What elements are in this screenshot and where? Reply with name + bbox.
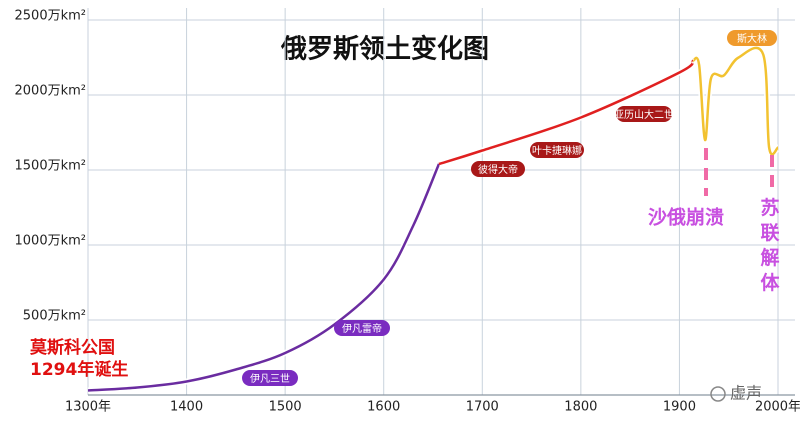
annotation-badge [727, 30, 777, 46]
x-tick-label: 1600 [367, 400, 400, 415]
annotation-char: 联 [760, 222, 779, 244]
annotation-text: 沙俄崩溃 [648, 206, 724, 229]
annotation-label: 叶卡捷琳娜 [532, 144, 582, 157]
x-tick-label: 1500 [269, 400, 302, 415]
watermark: 虚声 [730, 384, 762, 403]
annotation-badge [471, 161, 525, 177]
annotation-label: 亚历山大二世 [614, 108, 674, 121]
x-tick-label: 1700 [466, 400, 499, 415]
annotation-badge [242, 370, 298, 386]
annotation-label: 伊凡三世 [250, 373, 290, 385]
watermark-icon [710, 386, 726, 402]
x-tick-label: 1800 [564, 400, 597, 415]
annotation-badge [530, 142, 584, 158]
annotation-text: 苏联解体 [760, 196, 780, 294]
y-tick-label: 2000万km² [15, 84, 87, 99]
annotation-text: 莫斯科公国 [29, 337, 115, 358]
y-tick-label: 1500万km² [15, 159, 87, 174]
annotation-badge [334, 320, 390, 336]
chart-title: 俄罗斯领土变化图 [280, 34, 489, 65]
grid [87, 8, 795, 395]
y-tick-label: 500万km² [23, 309, 86, 324]
annotation-text: 1294年诞生 [30, 359, 128, 380]
annotation-badge [616, 106, 672, 122]
annotation-label: 斯大林 [737, 32, 767, 45]
series-line [87, 163, 441, 392]
y-tick-label: 2500万km² [15, 9, 87, 24]
series-line [691, 46, 780, 156]
annotation-label: 彼得大帝 [478, 163, 518, 176]
y-tick-label: 1000万km² [15, 234, 87, 249]
annotation-label: 伊凡雷帝 [342, 322, 382, 335]
x-tick-label: 1900 [663, 400, 696, 415]
x-tick-label: 1300年 [65, 400, 111, 415]
annotation-char: 苏 [760, 196, 779, 219]
x-tick-label: 1400 [170, 400, 203, 415]
annotation-char: 体 [760, 271, 780, 294]
annotation-char: 解 [760, 246, 779, 269]
x-tick-label: 2000年 [755, 400, 800, 415]
series-line [438, 59, 695, 166]
